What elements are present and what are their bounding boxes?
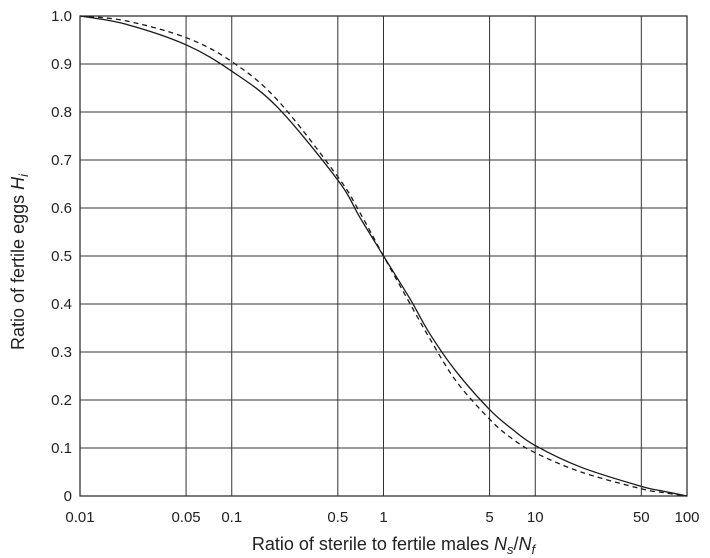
grid-layer: [79, 15, 688, 497]
y-tick-label: 0.8: [51, 104, 72, 121]
y-tick-label: 0.7: [51, 152, 72, 169]
x-tick-label: 10: [527, 509, 544, 526]
y-tick-label: 0: [64, 488, 72, 505]
y-tick-labels: 0 0.1 0.2 0.3 0.4 0.5 0.6 0.7 0.8 0.9 1.0: [51, 8, 72, 505]
series-layer: [79, 15, 688, 497]
y-tick-label: 1.0: [51, 8, 72, 25]
x-tick-label: 100: [674, 509, 699, 526]
series-line-dashed: [79, 15, 688, 497]
x-tick-label: 0.5: [327, 509, 348, 526]
plot-frame: [79, 15, 688, 497]
x-tick-label: 50: [633, 509, 650, 526]
y-tick-label: 0.4: [51, 296, 72, 313]
y-axis-label: Ratio of fertile eggs Hi: [8, 173, 31, 350]
x-tick-label: 5: [485, 509, 493, 526]
series-line-solid: [79, 15, 688, 497]
y-tick-label: 0.5: [51, 248, 72, 265]
x-tick-label: 0.1: [221, 509, 242, 526]
x-tick-label: 0.05: [171, 509, 200, 526]
y-tick-label: 0.2: [51, 392, 72, 409]
x-tick-labels: 0.01 0.05 0.1 0.5 1 5 10 50 100: [65, 509, 699, 526]
y-tick-label: 0.6: [51, 200, 72, 217]
y-tick-label: 0.9: [51, 56, 72, 73]
y-tick-label: 0.1: [51, 440, 72, 457]
x-axis-label: Ratio of sterile to fertile males Ns/Nf: [252, 534, 537, 557]
x-tick-label: 0.01: [65, 509, 94, 526]
x-tick-label: 1: [379, 509, 387, 526]
y-tick-label: 0.3: [51, 344, 72, 361]
